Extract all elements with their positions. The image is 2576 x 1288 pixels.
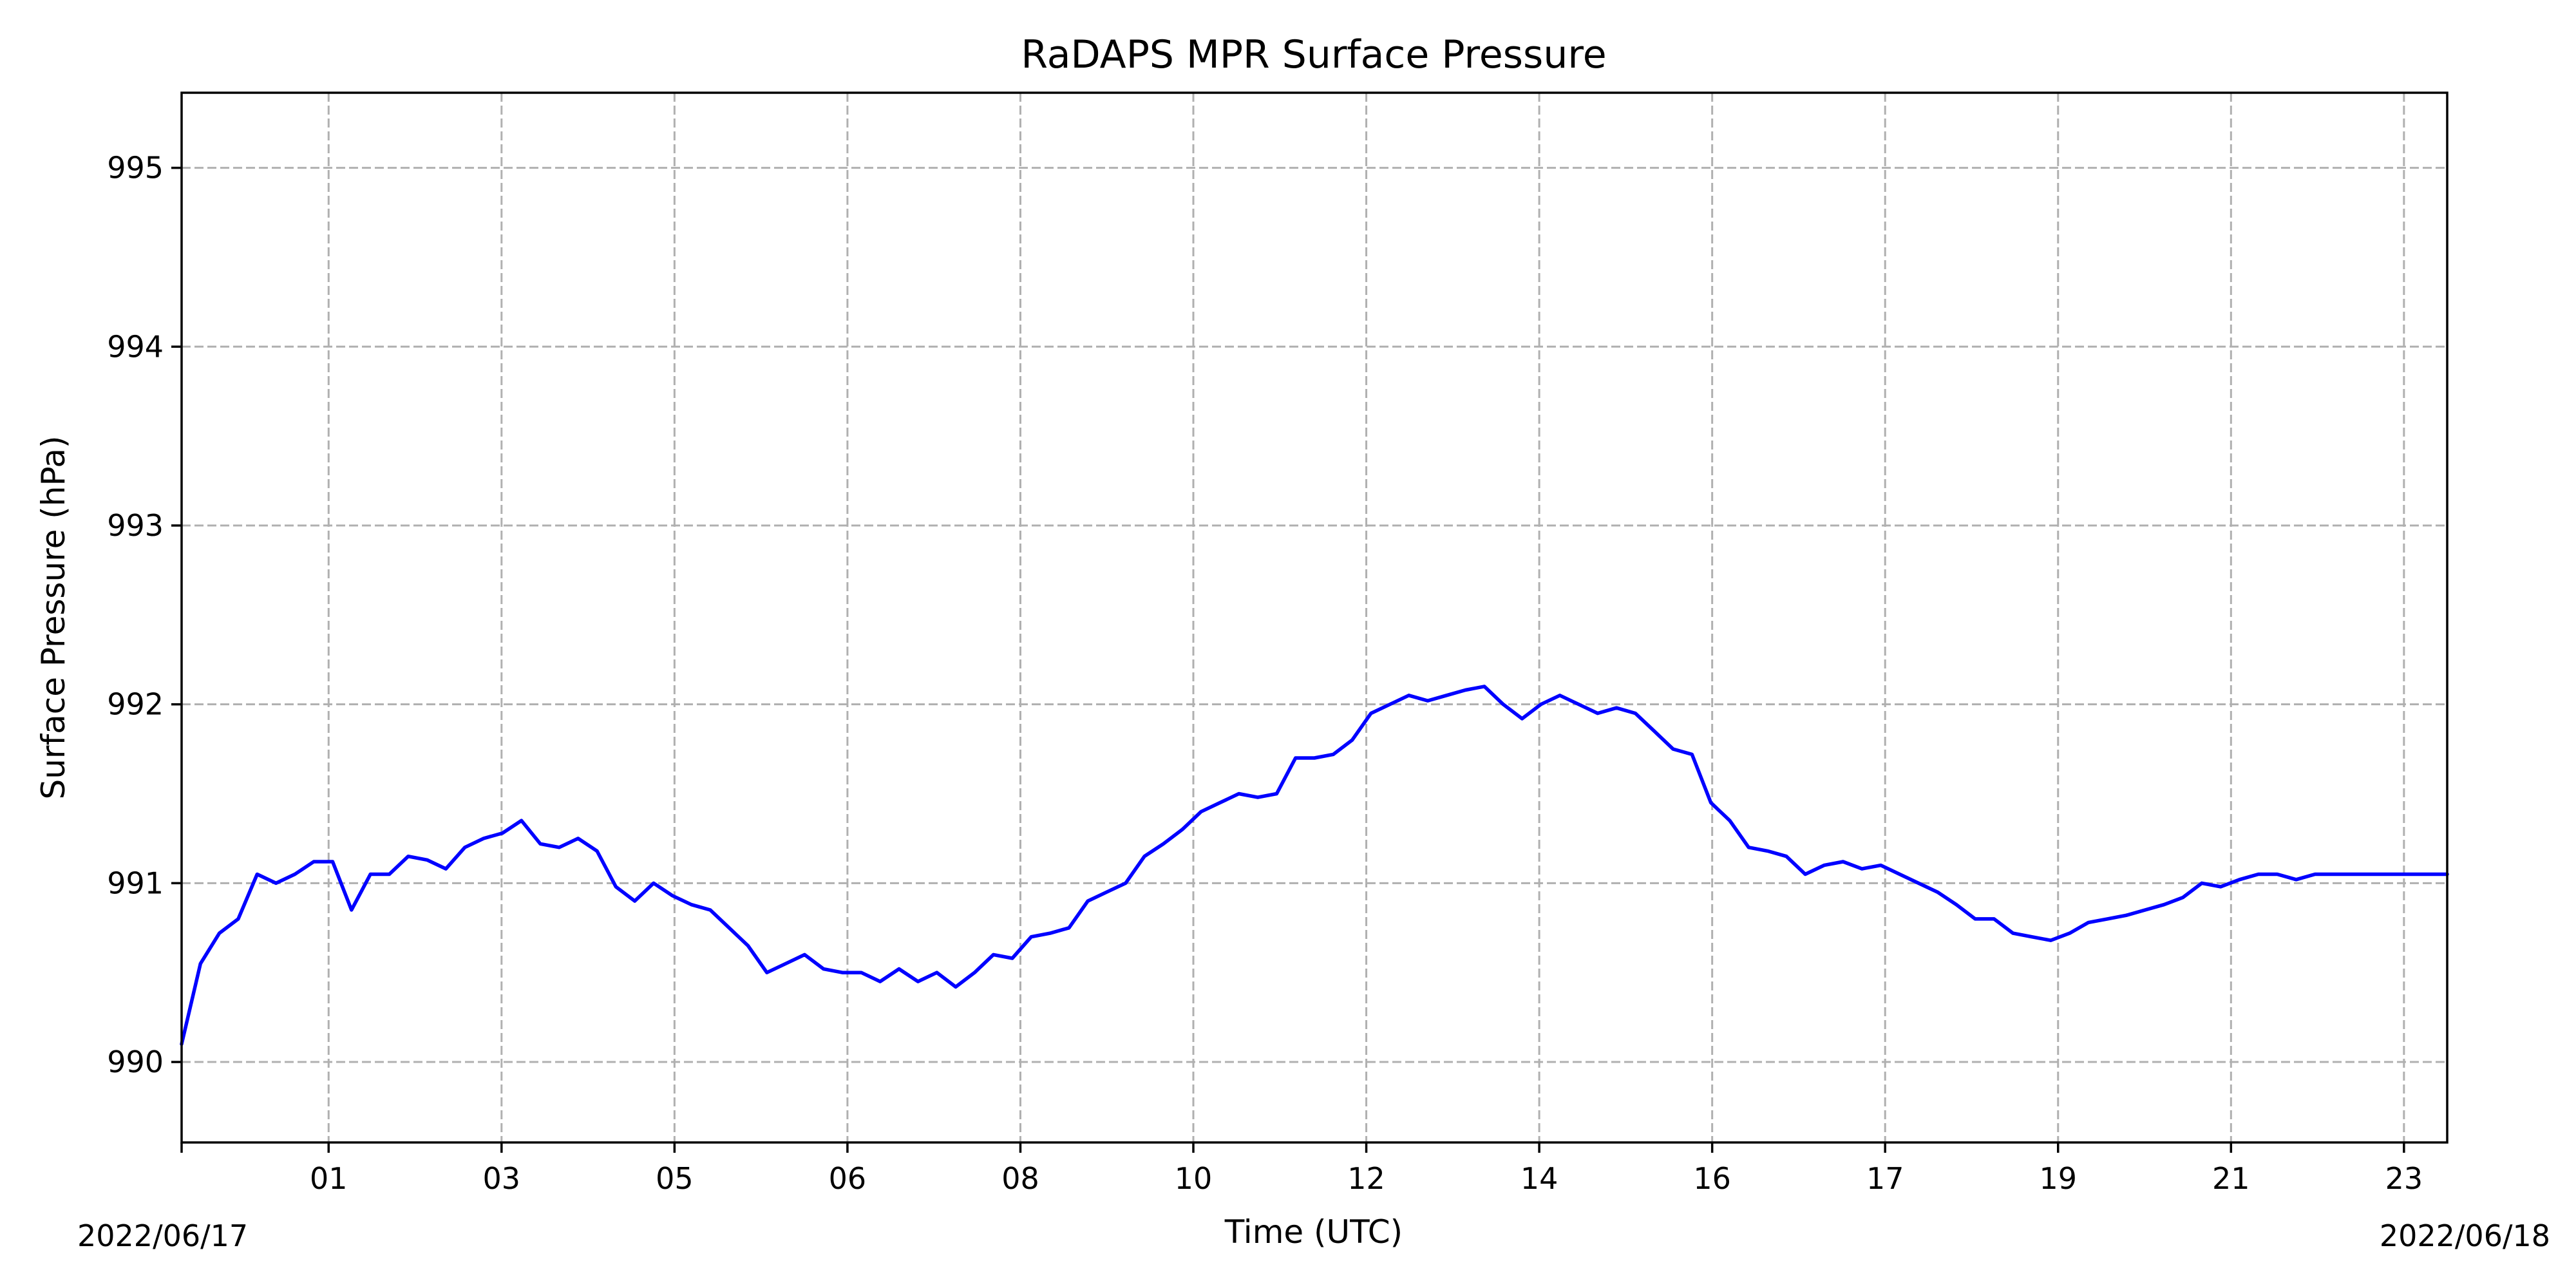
x-tick-label: 14: [1520, 1161, 1558, 1196]
y-tick-label: 995: [107, 151, 164, 185]
x-tick-label: 03: [483, 1161, 521, 1196]
y-tick-label: 992: [107, 687, 164, 722]
x-tick-label: 05: [656, 1161, 694, 1196]
x-tick-label: 19: [2039, 1161, 2077, 1196]
grid-layer: [182, 93, 2447, 1142]
x-tick-label: 16: [1693, 1161, 1731, 1196]
series-line-surface-pressure: [180, 685, 2449, 1046]
x-tick-label: 12: [1347, 1161, 1385, 1196]
date-label-start: 2022/06/17: [77, 1218, 248, 1253]
y-tick-label: 994: [107, 329, 164, 364]
x-axis-label: Time (UTC): [1224, 1213, 1403, 1251]
y-tick-label: 990: [107, 1045, 164, 1079]
date-label-end: 2022/06/18: [2380, 1218, 2550, 1253]
x-tick-label: 08: [1001, 1161, 1039, 1196]
x-tick-label: 21: [2212, 1161, 2250, 1196]
x-tick-label: 10: [1175, 1161, 1213, 1196]
x-tick-label: 23: [2385, 1161, 2423, 1196]
y-tick-label: 991: [107, 866, 164, 900]
y-tick-label: 993: [107, 508, 164, 543]
x-tick-label: 01: [310, 1161, 348, 1196]
series-layer: [180, 685, 2449, 1046]
tick-layer: 990 991 992 993 994 995 01 03 05 06 08 10 12 14 16 17 19…: [107, 151, 2423, 1196]
x-tick-label: 06: [829, 1161, 867, 1196]
plot-frame: [180, 91, 2448, 1144]
y-axis-label: Surface Pressure (hPa): [35, 435, 72, 799]
chart-title: RaDAPS MPR Surface Pressure: [1021, 32, 1606, 77]
x-tick-label: 17: [1866, 1161, 1904, 1196]
